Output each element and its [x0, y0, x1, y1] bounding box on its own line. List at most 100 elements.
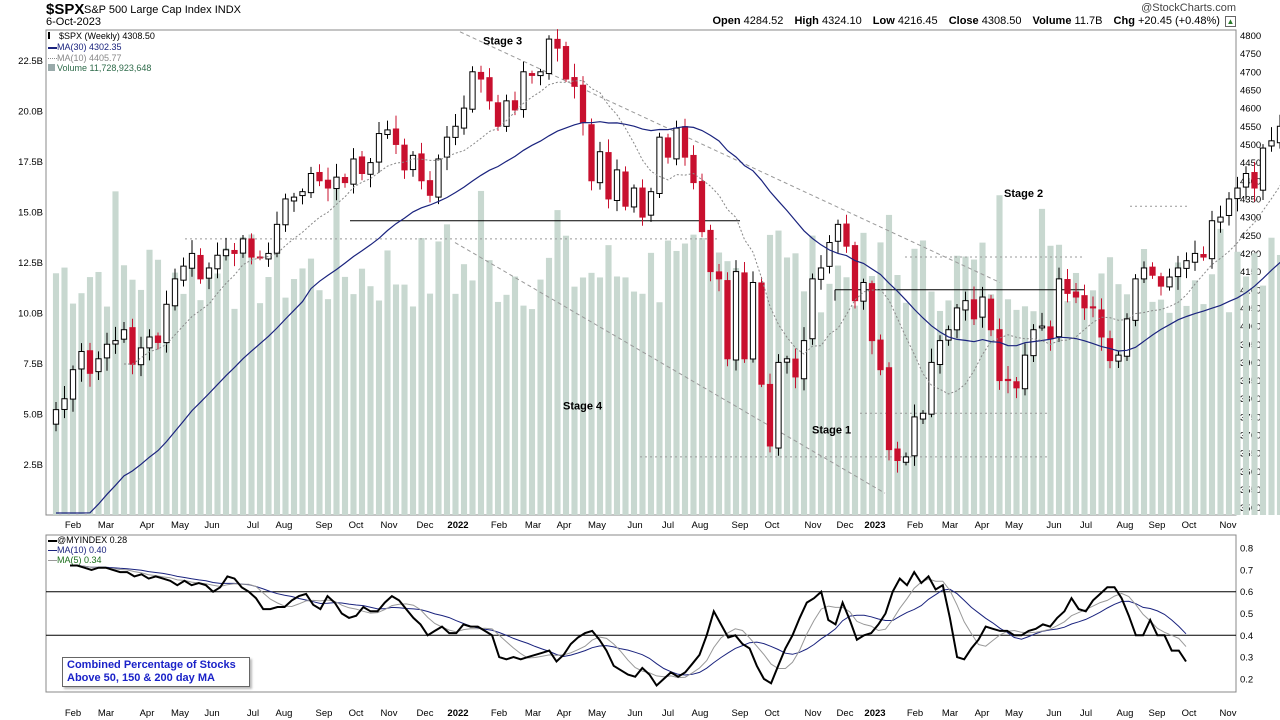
- price-tick-label: 4200: [1240, 249, 1261, 260]
- volume-bar: [350, 294, 357, 515]
- volume-tick-label: 10.0B: [18, 308, 43, 319]
- x-tick-label: Aug: [276, 520, 293, 531]
- volume-bar: [970, 259, 978, 515]
- volume-bar: [511, 276, 519, 515]
- volume-bar: [1030, 311, 1037, 515]
- volume-bar: [1081, 308, 1088, 515]
- volume-bar: [554, 210, 561, 515]
- candle-up: [52, 409, 60, 425]
- x-tick-label-lower: Sep: [316, 708, 333, 719]
- candle-up: [265, 252, 272, 260]
- indicator-tick-label: 0.7: [1240, 565, 1253, 576]
- volume-bar: [180, 293, 187, 515]
- price-tick-label: 3900: [1240, 358, 1261, 369]
- candle-up: [435, 158, 442, 198]
- volume-bar: [154, 259, 162, 515]
- volume-bar: [197, 300, 204, 515]
- candle-up: [596, 151, 604, 184]
- candle-up: [1208, 220, 1216, 260]
- candle-up: [146, 336, 153, 349]
- candle-up: [749, 281, 757, 360]
- volume-bar: [1004, 299, 1012, 515]
- indicator-tick-label: 0.6: [1240, 587, 1253, 598]
- x-tick-label: May: [588, 520, 606, 531]
- volume-bar: [401, 284, 408, 515]
- x-tick-label: Jul: [662, 520, 674, 531]
- candle-down: [664, 137, 672, 158]
- volume-bar: [367, 286, 374, 515]
- price-tick-label: 4150: [1240, 267, 1261, 278]
- x-tick-label-lower: Mar: [525, 708, 541, 719]
- candle-down: [885, 367, 893, 451]
- x-tick-label-lower: Dec: [417, 708, 434, 719]
- x-tick-label-lower: Oct: [1182, 708, 1197, 719]
- candle-up: [205, 267, 213, 279]
- volume-bar: [690, 234, 697, 515]
- candle-down: [316, 171, 323, 182]
- candle-down: [486, 77, 493, 102]
- x-tick-label: Apr: [140, 520, 155, 531]
- volume-bar: [1149, 301, 1156, 515]
- x-tick-label: Sep: [732, 520, 749, 531]
- annotation-stage4: Stage 4: [563, 401, 603, 413]
- price-tick-label: 3700: [1240, 431, 1261, 442]
- volume-bar: [1157, 299, 1165, 515]
- volume-bar: [741, 310, 748, 515]
- candle-up: [273, 223, 281, 254]
- price-tick-label: 3850: [1240, 376, 1261, 387]
- candle-down: [197, 254, 204, 280]
- price-tick-label: 4000: [1240, 322, 1261, 333]
- volume-bar: [1055, 244, 1063, 515]
- volume-bar: [613, 276, 621, 515]
- candle-down: [418, 153, 425, 182]
- volume-bar: [673, 250, 680, 515]
- x-tick-label: Nov: [1220, 520, 1237, 531]
- volume-bar: [205, 267, 213, 515]
- x-tick-label: Feb: [907, 520, 923, 531]
- price-tick-label: 4500: [1240, 140, 1261, 151]
- x-tick-label: Sep: [316, 520, 333, 531]
- candle-down: [1149, 266, 1156, 276]
- candle-down: [792, 358, 799, 378]
- candle-up: [817, 267, 825, 280]
- candle-down: [358, 156, 366, 175]
- volume-bar: [860, 232, 867, 515]
- x-tick-label-lower: 2022: [447, 708, 468, 719]
- x-tick-label-lower: Oct: [765, 708, 780, 719]
- annotation-stage2: Stage 2: [1004, 188, 1043, 200]
- x-tick-label-lower: Feb: [491, 708, 507, 719]
- candle-up: [239, 238, 247, 254]
- candle-down: [129, 327, 136, 365]
- candle-up: [503, 100, 510, 127]
- x-tick-label-lower: 2023: [864, 708, 885, 719]
- candle-up: [188, 252, 196, 269]
- volume-bar: [664, 240, 672, 515]
- volume-bar: [987, 294, 995, 515]
- candle-up: [962, 300, 969, 311]
- candle-up: [945, 329, 952, 341]
- indicator-tick-label: 0.3: [1240, 653, 1253, 664]
- x-tick-label: Nov: [805, 520, 822, 531]
- volume-bar: [469, 280, 476, 515]
- volume-bar: [579, 277, 587, 515]
- volume-bar: [1013, 309, 1020, 515]
- volume-bar: [919, 240, 927, 515]
- x-tick-label: Mar: [98, 520, 114, 531]
- candle-up: [452, 125, 459, 138]
- candle-down: [1013, 381, 1020, 389]
- x-tick-label-lower: Sep: [1149, 708, 1166, 719]
- x-tick-label: Oct: [765, 520, 780, 531]
- legend-indicator: @MYINDEX 0.28: [48, 535, 127, 545]
- volume-bar: [1106, 257, 1114, 515]
- volume-bar: [316, 290, 323, 515]
- candle-up: [103, 343, 111, 359]
- volume-bar: [239, 237, 247, 515]
- index-name: S&P 500 Large Cap Index: [84, 4, 212, 16]
- trendline-stage4: [454, 242, 886, 494]
- candle-up: [469, 71, 476, 110]
- candle-down: [588, 124, 595, 182]
- volume-bar: [656, 302, 663, 515]
- candle-up: [630, 187, 638, 208]
- chart-date: 6-Oct-2023: [46, 16, 102, 28]
- candle-down: [341, 177, 349, 184]
